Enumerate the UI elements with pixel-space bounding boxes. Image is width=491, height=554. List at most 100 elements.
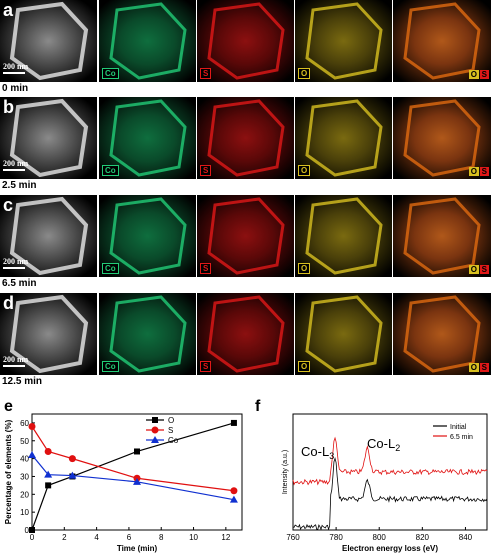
scale-bar — [3, 169, 25, 171]
particle-outline — [109, 99, 187, 177]
time-label-d: 12.5 min — [2, 376, 43, 387]
scale-bar — [3, 267, 25, 269]
element-label-s: S — [200, 263, 212, 274]
overlay-label-s: S — [479, 70, 489, 79]
map-tile-haadf: a 200 nm — [0, 0, 97, 82]
data-point-o — [45, 482, 52, 489]
particle-outline — [305, 295, 383, 373]
data-point-o — [230, 419, 237, 426]
y-axis-label: Percentage of elements (%) — [4, 419, 13, 524]
overlay-label-o: O — [468, 70, 479, 79]
element-label-co: Co — [102, 263, 119, 274]
panel-letter-b: b — [3, 97, 14, 117]
map-tile-co: Co — [99, 0, 196, 82]
map-tile-o: O — [295, 0, 392, 82]
time-label-c: 6.5 min — [2, 278, 37, 289]
map-tile-o: O — [295, 293, 392, 375]
particle-outline — [109, 197, 187, 275]
y-tick-label: 20 — [20, 490, 29, 499]
element-label-o: O — [298, 165, 311, 176]
data-point-co — [68, 471, 77, 479]
legend-label-co: Co — [168, 436, 179, 445]
overlay-label-o: O — [468, 363, 479, 372]
particle-outline — [109, 2, 187, 80]
legend-label-s: S — [168, 426, 173, 435]
map-tile-s: S — [197, 195, 294, 277]
data-point-co — [133, 477, 141, 485]
x-tick-label: 8 — [159, 533, 164, 542]
x-tick-label: 820 — [416, 533, 430, 542]
particle-outline — [207, 99, 285, 177]
particle-outline — [207, 295, 285, 373]
particle-outline — [9, 98, 89, 178]
data-point-co — [44, 470, 53, 478]
annotation-subscript: 2 — [395, 443, 400, 453]
particle-outline — [109, 295, 187, 373]
legend-label: 6.5 min — [450, 434, 473, 441]
x-axis-label: Time (min) — [117, 544, 158, 553]
y-tick-label: 30 — [20, 472, 29, 481]
plot-frame — [31, 413, 243, 531]
panel-letter-f: f — [255, 398, 261, 415]
map-tile-s: S — [197, 293, 294, 375]
x-tick-label: 2 — [62, 533, 67, 542]
annotation-co-l2: Co-L2 — [367, 436, 400, 453]
panel-letter-d: d — [3, 293, 14, 313]
data-point-co — [28, 451, 36, 459]
annotation-subscript: 3 — [329, 451, 334, 461]
legend-marker — [152, 417, 158, 423]
element-label-s: S — [200, 68, 212, 79]
map-tile-haadf: b 200 nm — [0, 97, 97, 179]
scale-bar-label: 200 nm — [3, 159, 29, 168]
scale-bar-label: 200 nm — [3, 355, 29, 364]
x-tick-label: 10 — [189, 533, 198, 542]
overlay-label-s: S — [479, 167, 489, 176]
panel-letter-a: a — [3, 0, 14, 20]
overlay-label-o: O — [468, 265, 479, 274]
map-tile-o: O — [295, 195, 392, 277]
data-point-s — [28, 422, 36, 430]
map-tile-haadf: c 200 nm — [0, 195, 97, 277]
x-tick-label: 780 — [329, 533, 343, 542]
x-tick-label: 6 — [127, 533, 132, 542]
element-label-s: S — [200, 361, 212, 372]
particle-outline — [207, 2, 285, 80]
x-axis-label: Electron energy loss (eV) — [342, 544, 438, 553]
scale-bar-label: 200 nm — [3, 62, 29, 71]
data-point-o — [134, 448, 140, 455]
y-tick-label: 10 — [20, 508, 29, 517]
map-tile-co: Co — [99, 195, 196, 277]
particle-outline — [305, 99, 383, 177]
element-label-s: S — [200, 165, 212, 176]
map-tile-o: O — [295, 97, 392, 179]
legend-marker — [151, 436, 159, 443]
particle-outline — [9, 196, 89, 276]
x-tick-label: 4 — [94, 533, 99, 542]
overlay-label-s: S — [479, 363, 489, 372]
map-tile-co: Co — [99, 97, 196, 179]
map-tile-s: S — [197, 97, 294, 179]
element-label-co: Co — [102, 165, 119, 176]
particle-outline — [305, 197, 383, 275]
data-point-s — [230, 487, 238, 495]
data-point-co — [229, 495, 238, 503]
y-tick-label: 40 — [20, 455, 29, 464]
overlay-label-o: O — [468, 167, 479, 176]
y-tick-label: 60 — [20, 419, 29, 428]
data-point-s — [68, 455, 76, 463]
map-tile-haadf: d 200 nm — [0, 293, 97, 375]
chart-f: f 760 780 800 820 840 Electron energy loss (eV… — [255, 398, 488, 553]
map-tile-s: S — [197, 0, 294, 82]
data-point-s — [44, 447, 52, 455]
panel-letter-c: c — [3, 195, 14, 215]
overlay-label-s: S — [479, 265, 489, 274]
chart-e: e 0 2 4 6 8 10 12 0 10 20 30 40 50 60 Time (min) Percent… — [4, 398, 243, 553]
plot-frame — [292, 413, 488, 531]
legend-marker — [151, 426, 159, 434]
data-point-o — [29, 527, 35, 533]
x-tick-label: 760 — [286, 533, 300, 542]
particle-outline — [207, 197, 285, 275]
